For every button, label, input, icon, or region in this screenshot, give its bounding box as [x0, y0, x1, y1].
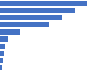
- Bar: [0, 8, 75, 13]
- Bar: [0, 44, 5, 49]
- Bar: [0, 65, 2, 70]
- Bar: [0, 58, 2, 63]
- Bar: [0, 29, 20, 35]
- Bar: [0, 15, 62, 20]
- Bar: [0, 22, 49, 27]
- Bar: [0, 1, 87, 6]
- Bar: [0, 36, 8, 42]
- Bar: [0, 51, 4, 56]
